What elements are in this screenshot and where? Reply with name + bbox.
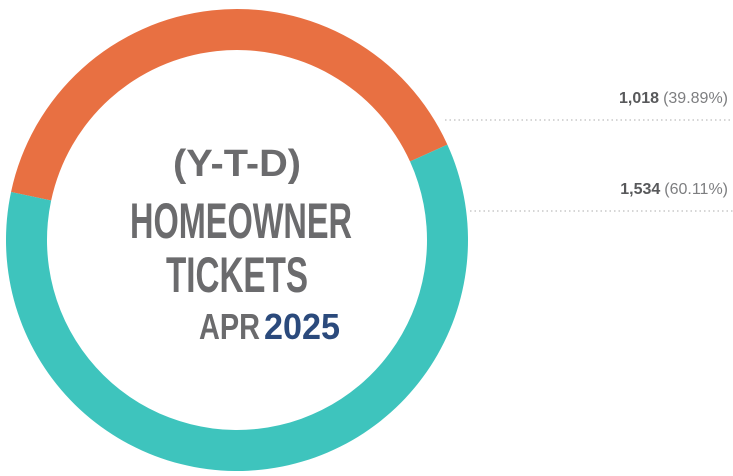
center-year: 2025	[264, 306, 340, 347]
donut	[5, 8, 468, 471]
slice-label: 1,018 (39.89%)	[619, 90, 728, 107]
slice-label: 1,534 (60.11%)	[620, 181, 728, 198]
value-label: 1,018	[619, 90, 659, 107]
center-month: APR	[199, 306, 260, 347]
center-title-line: HOMEOWNER	[130, 193, 352, 249]
percent-label: (60.11%)	[664, 181, 728, 198]
donut-slice	[11, 8, 448, 201]
value-label: 1,534	[620, 181, 660, 198]
donut-slice	[5, 144, 468, 471]
percent-label: (39.89%)	[663, 90, 728, 107]
center-title-line: (Y-T-D)	[173, 143, 301, 185]
center-title-line: TICKETS	[166, 247, 308, 303]
